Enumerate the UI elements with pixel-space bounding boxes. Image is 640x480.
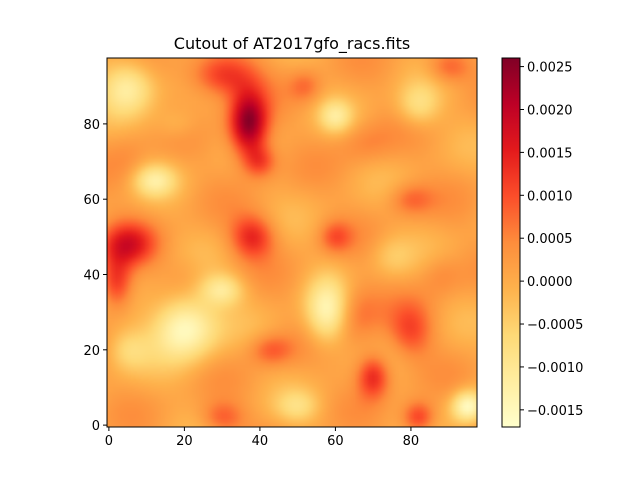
y-tick-label: 40 (83, 269, 100, 284)
heatmap-raster (107, 58, 477, 427)
x-tick-label: 0 (105, 434, 113, 449)
y-tick-label: 80 (83, 118, 100, 133)
x-tick-label: 20 (176, 434, 193, 449)
y-tick-label: 0 (92, 419, 100, 434)
colorbar-tick-label: 0.0005 (527, 232, 573, 247)
colorbar-axis: −0.0015 −0.0010 −0.0005 0.0000 0.0005 0.0010 0… (520, 61, 583, 419)
colorbar-tick-label: 0.0025 (527, 61, 573, 76)
colorbar-tick-label: −0.0010 (527, 361, 583, 376)
colorbar-tick-label: 0.0010 (527, 189, 573, 204)
y-tick-label: 20 (83, 344, 100, 359)
colorbar-tick-label: 0.0000 (527, 275, 573, 290)
x-tick-label: 60 (327, 434, 344, 449)
colorbar-tick-label: −0.0005 (527, 318, 583, 333)
colorbar (502, 58, 520, 427)
x-axis: 0 20 40 60 80 (105, 427, 419, 449)
plot-frame (106, 57, 478, 428)
y-axis: 0 20 40 60 80 (83, 118, 107, 434)
heatmap-image (107, 58, 477, 427)
colorbar-tick-label: 0.0020 (527, 103, 573, 118)
colorbar-tick-label: −0.0015 (527, 404, 583, 419)
colorbar-tick-label: 0.0015 (527, 146, 573, 161)
y-tick-label: 60 (83, 193, 100, 208)
colorbar-frame (501, 57, 521, 428)
chart-title: Cutout of AT2017gfo_racs.fits (174, 34, 410, 54)
x-tick-label: 80 (403, 434, 420, 449)
x-tick-label: 40 (252, 434, 269, 449)
